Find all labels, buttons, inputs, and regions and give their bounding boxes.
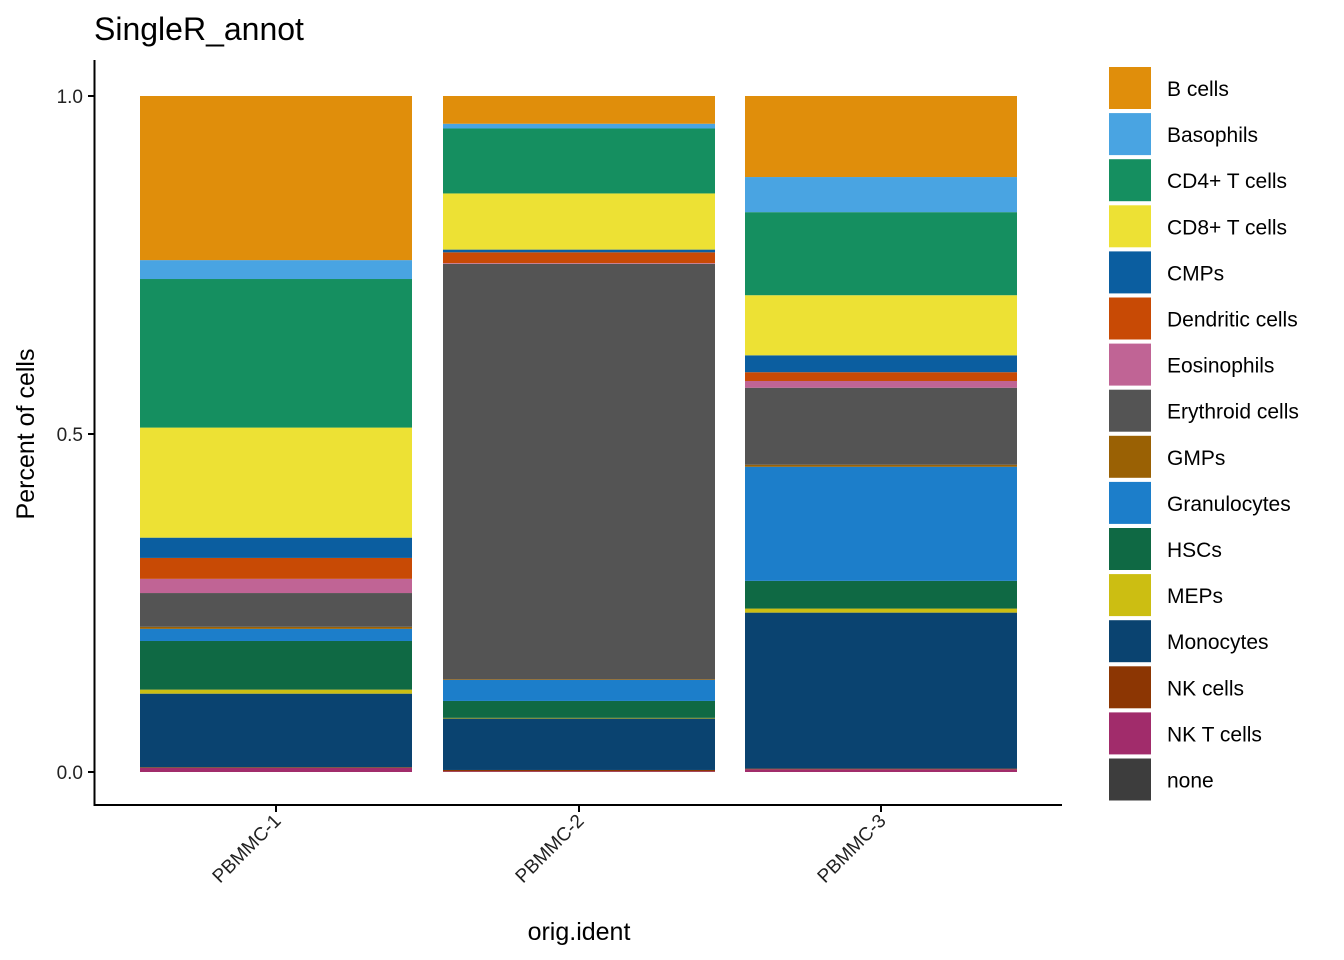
bar-segment-cd8-t-cells-pbmmc-2 [443, 193, 715, 250]
bar-segment-meps-pbmmc-2 [443, 717, 715, 719]
bar-segment-b-cells-pbmmc-2 [443, 96, 715, 124]
x-tick-label: PBMMC-3 [814, 811, 891, 888]
bar-segment-dendritic-cells-pbmmc-2 [443, 252, 715, 264]
bar-segment-granulocytes-pbmmc-1 [140, 628, 412, 641]
legend-label: CD8+ T cells [1167, 216, 1287, 239]
legend-swatch [1109, 666, 1151, 709]
legend-label: Dendritic cells [1167, 309, 1298, 332]
chart-title: SingleR_annot [94, 11, 304, 47]
legend-swatch [1109, 389, 1151, 432]
bar-segment-cmps-pbmmc-3 [745, 355, 1017, 373]
bar-segment-b-cells-pbmmc-3 [745, 96, 1017, 178]
bar-segment-gmps-pbmmc-1 [140, 626, 412, 629]
legend-swatch [1109, 159, 1151, 202]
y-ticks: 0.0 0.5 1.0 [57, 87, 94, 784]
legend: B cells Basophils CD4+ T cells CD8+ T cells… [1109, 67, 1299, 801]
bar-segment-basophils-pbmmc-1 [140, 260, 412, 280]
legend-swatch [1109, 528, 1151, 570]
x-tick-label: PBMMC-2 [512, 811, 589, 888]
legend-swatch [1109, 435, 1151, 478]
bar-segment-granulocytes-pbmmc-2 [443, 679, 715, 701]
x-ticks: PBMMC-1 PBMMC-2 PBMMC-3 [209, 806, 891, 887]
bar-segment-meps-pbmmc-3 [745, 608, 1017, 613]
y-tick-label: 0.0 [57, 763, 83, 784]
legend-label: Granulocytes [1167, 493, 1291, 516]
bar-segment-erythroid-cells-pbmmc-3 [745, 387, 1017, 465]
bar-segment-basophils-pbmmc-3 [745, 177, 1017, 213]
legend-label: CMPs [1167, 262, 1224, 285]
legend-swatch [1109, 574, 1151, 617]
bar-segment-nk-t-cells-pbmmc-2 [443, 771, 715, 772]
bar-segment-hscs-pbmmc-1 [140, 640, 412, 690]
legend-label: Erythroid cells [1167, 401, 1299, 424]
bar-segment-hscs-pbmmc-3 [745, 580, 1017, 609]
bar-segment-cd8-t-cells-pbmmc-3 [745, 295, 1017, 356]
bar-segment-monocytes-pbmmc-3 [745, 612, 1017, 769]
bar-segment-nk-cells-pbmmc-1 [140, 767, 412, 768]
bar-segment-basophils-pbmmc-2 [443, 123, 715, 129]
bar-segment-monocytes-pbmmc-1 [140, 693, 412, 768]
bar-segment-eosinophils-pbmmc-1 [140, 578, 412, 594]
legend-label: NK cells [1167, 677, 1244, 700]
legend-label: Monocytes [1167, 631, 1269, 654]
x-axis-title: orig.ident [528, 918, 631, 946]
legend-label: CD4+ T cells [1167, 170, 1287, 193]
bar-segment-eosinophils-pbmmc-2 [443, 263, 715, 264]
y-axis-title: Percent of cells [12, 349, 40, 520]
legend-label: B cells [1167, 78, 1229, 101]
bar-segment-b-cells-pbmmc-1 [140, 96, 412, 261]
bar-segment-cd4-t-cells-pbmmc-1 [140, 279, 412, 428]
bar-segment-erythroid-cells-pbmmc-1 [140, 593, 412, 627]
legend-label: MEPs [1167, 585, 1223, 608]
bar-segment-cd4-t-cells-pbmmc-3 [745, 212, 1017, 296]
bar-segment-nk-t-cells-pbmmc-1 [140, 767, 412, 772]
legend-label: HSCs [1167, 539, 1222, 562]
bar-segment-cmps-pbmmc-1 [140, 537, 412, 558]
bar-segment-granulocytes-pbmmc-3 [745, 466, 1017, 581]
bar-segment-hscs-pbmmc-2 [443, 700, 715, 718]
legend-label: Eosinophils [1167, 355, 1274, 378]
legend-swatch [1109, 113, 1151, 156]
legend-swatch [1109, 758, 1151, 801]
bar-segment-dendritic-cells-pbmmc-3 [745, 372, 1017, 381]
legend-swatch [1109, 251, 1151, 294]
legend-label: none [1167, 770, 1214, 793]
legend-swatch [1109, 205, 1151, 248]
bar-segment-erythroid-cells-pbmmc-2 [443, 263, 715, 680]
y-tick-label: 0.5 [57, 425, 83, 446]
bar-segment-cd8-t-cells-pbmmc-1 [140, 427, 412, 538]
legend-swatch [1109, 712, 1151, 755]
bar-segment-nk-t-cells-pbmmc-3 [745, 769, 1017, 772]
legend-swatch [1109, 343, 1151, 386]
bars-group [140, 96, 1017, 772]
legend-swatch [1109, 67, 1151, 109]
bar-segment-nk-cells-pbmmc-3 [745, 768, 1017, 770]
bar-segment-cd4-t-cells-pbmmc-2 [443, 128, 715, 194]
legend-label: Basophils [1167, 124, 1258, 147]
bar-segment-eosinophils-pbmmc-3 [745, 380, 1017, 388]
legend-label: NK T cells [1167, 723, 1262, 746]
legend-label: GMPs [1167, 447, 1225, 470]
bar-segment-dendritic-cells-pbmmc-1 [140, 557, 412, 579]
bar-segment-gmps-pbmmc-2 [443, 679, 715, 680]
legend-swatch [1109, 481, 1151, 524]
bar-segment-cmps-pbmmc-2 [443, 249, 715, 253]
bar-segment-nk-cells-pbmmc-2 [443, 769, 715, 772]
legend-swatch [1109, 620, 1151, 663]
bar-segment-monocytes-pbmmc-2 [443, 718, 715, 770]
bar-segment-meps-pbmmc-1 [140, 689, 412, 694]
y-tick-label: 1.0 [57, 87, 83, 108]
legend-swatch [1109, 297, 1151, 340]
bar-segment-gmps-pbmmc-3 [745, 464, 1017, 467]
x-tick-label: PBMMC-1 [209, 811, 286, 888]
